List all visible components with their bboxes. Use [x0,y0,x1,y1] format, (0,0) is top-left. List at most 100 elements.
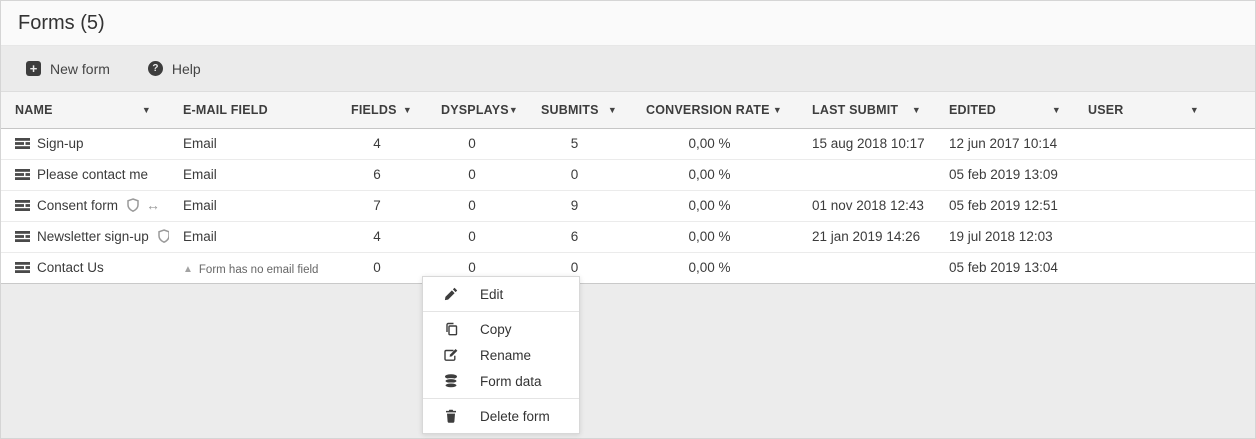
user-cell [1075,252,1255,284]
dysplays-cell: 0 [422,190,522,222]
menu-item-form-data[interactable]: Form data [423,368,579,394]
last-submit-cell: 01 nov 2018 12:43 [792,190,935,222]
forms-table: NAME ▼ E-MAIL FIELD FIELDS ▼ DYSPLAYS ▼ SUB… [1,92,1255,284]
last-submit-cell [792,252,935,284]
shield-icon [158,229,169,243]
rename-icon [443,347,459,363]
caret-down-icon[interactable]: ▼ [607,104,617,115]
column-header-dysplays[interactable]: DYSPLAYS ▼ [422,92,522,129]
conversion-rate-cell: 0,00 % [627,159,792,191]
last-submit-cell [792,159,935,191]
title-bar: Forms (5) [1,1,1255,46]
menu-item-label: Form data [480,373,542,389]
column-header-name[interactable]: NAME ▼ [1,92,169,129]
caret-down-icon[interactable]: ▼ [1051,104,1061,115]
fields-cell: 4 [332,128,422,160]
form-icon [15,199,30,211]
table-row-sign-up[interactable]: Sign-up Email 4 0 5 0,00 % 15 aug 2018 1… [1,128,1255,160]
toolbar: + New form ? Help [1,46,1255,92]
fields-cell: 0 [332,252,422,284]
fields-cell: 6 [332,159,422,191]
menu-item-delete-form[interactable]: Delete form [423,403,579,429]
menu-item-label: Rename [480,347,532,363]
sync-arrow-icon: ↔ [146,197,161,213]
column-header-fields[interactable]: FIELDS ▼ [332,92,422,129]
menu-item-label: Delete form [480,408,550,424]
table-row-contact-us[interactable]: Contact Us ▲ Form has no email field 0 0… [1,252,1255,284]
conversion-rate-cell: 0,00 % [627,221,792,253]
email-field-cell: Email [169,221,332,253]
form-name: Consent form [37,197,119,213]
conversion-rate-cell: 0,00 % [627,252,792,284]
user-cell [1075,159,1255,191]
menu-divider [423,311,579,312]
menu-item-label: Edit [480,286,504,302]
last-submit-cell: 15 aug 2018 10:17 [792,128,935,160]
form-name: Newsletter sign-up [37,228,149,244]
menu-item-copy[interactable]: Copy [423,316,579,342]
submits-cell: 5 [522,128,627,160]
form-name: Sign-up [37,135,84,151]
fields-cell: 7 [332,190,422,222]
fields-cell: 4 [332,221,422,253]
form-icon [15,261,30,273]
caret-down-icon[interactable]: ▼ [911,104,921,115]
last-submit-cell: 21 jan 2019 14:26 [792,221,935,253]
page-title: Forms (5) [18,11,105,34]
dysplays-cell: 0 [422,221,522,253]
form-name: Contact Us [37,259,104,275]
menu-item-label: Copy [480,321,512,337]
plus-square-icon: + [26,61,41,76]
table-row-consent-form[interactable]: Consent form ↔ Email 7 0 9 0,00 % 01 nov… [1,190,1255,222]
database-icon [443,373,459,389]
edited-cell: 19 jul 2018 12:03 [935,221,1075,253]
form-name: Please contact me [37,166,149,182]
new-form-button[interactable]: + New form [26,61,110,77]
menu-item-rename[interactable]: Rename [423,342,579,368]
conversion-rate-cell: 0,00 % [627,190,792,222]
caret-down-icon[interactable]: ▼ [508,104,518,115]
question-circle-icon: ? [147,61,163,76]
caret-down-icon[interactable]: ▼ [772,104,782,115]
user-cell [1075,221,1255,253]
dysplays-cell: 0 [422,159,522,191]
caret-down-icon[interactable]: ▼ [141,104,151,115]
column-header-edited[interactable]: EDITED ▼ [935,92,1075,129]
email-warning-text: Form has no email field [198,263,319,276]
user-cell [1075,128,1255,160]
help-button[interactable]: ? Help [147,60,201,77]
table-header-row: NAME ▼ E-MAIL FIELD FIELDS ▼ DYSPLAYS ▼ SUB… [1,92,1255,129]
help-label: Help [171,60,201,77]
form-icon [15,230,30,242]
new-form-label: New form [50,60,110,77]
submits-cell: 9 [522,190,627,222]
column-header-last-submit[interactable]: LAST SUBMIT ▼ [792,92,935,129]
copy-icon [443,321,459,337]
column-header-conversion-rate[interactable]: CONVERSION RATE ▼ [627,92,792,129]
user-cell [1075,190,1255,222]
dysplays-cell: 0 [422,128,522,160]
submits-cell: 6 [522,221,627,253]
column-header-submits[interactable]: SUBMITS ▼ [522,92,627,129]
menu-item-edit[interactable]: Edit [423,281,579,307]
email-field-cell: Email [169,128,332,160]
caret-down-icon[interactable]: ▼ [1189,104,1199,115]
menu-divider [423,398,579,399]
warning-triangle-icon: ▲ [183,263,193,275]
table-row-newsletter-sign-up[interactable]: Newsletter sign-up ↔ Email 4 0 6 0,00 % … [1,221,1255,253]
form-icon [15,137,30,149]
trash-icon [443,408,459,424]
email-field-cell: Email [169,159,332,191]
conversion-rate-cell: 0,00 % [627,128,792,160]
email-field-cell: Email [169,190,332,222]
edited-cell: 05 feb 2019 13:09 [935,159,1075,191]
table-row-please-contact-me[interactable]: Please contact me Email 6 0 0 0,00 % 05 … [1,159,1255,191]
edited-cell: 05 feb 2019 13:04 [935,252,1075,284]
shield-icon [127,198,139,212]
column-header-user[interactable]: USER ▼ [1075,92,1255,129]
edited-cell: 12 jun 2017 10:14 [935,128,1075,160]
pencil-icon [443,286,459,302]
column-header-email-field: E-MAIL FIELD [169,92,332,129]
caret-down-icon[interactable]: ▼ [402,104,412,115]
